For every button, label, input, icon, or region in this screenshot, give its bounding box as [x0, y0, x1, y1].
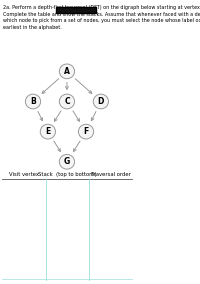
Ellipse shape	[59, 64, 75, 79]
Text: Visit vertex: Visit vertex	[9, 172, 39, 177]
Text: G: G	[64, 157, 70, 166]
Ellipse shape	[40, 124, 55, 139]
Text: A: A	[64, 67, 70, 76]
Text: F: F	[83, 127, 89, 136]
Text: D: D	[98, 97, 104, 106]
Ellipse shape	[59, 94, 75, 109]
Ellipse shape	[25, 94, 41, 109]
FancyBboxPatch shape	[56, 7, 96, 13]
Text: Traversal order: Traversal order	[91, 172, 131, 177]
Text: B: B	[30, 97, 36, 106]
Ellipse shape	[93, 94, 108, 109]
Text: E: E	[45, 127, 50, 136]
Ellipse shape	[59, 154, 75, 169]
Text: Stack  (top to bottom): Stack (top to bottom)	[38, 172, 97, 177]
Text: 2a. Perform a depth-first traversal (DFT) on the digraph below starting at verte: 2a. Perform a depth-first traversal (DFT…	[3, 5, 200, 30]
Ellipse shape	[78, 124, 94, 139]
Text: C: C	[64, 97, 70, 106]
